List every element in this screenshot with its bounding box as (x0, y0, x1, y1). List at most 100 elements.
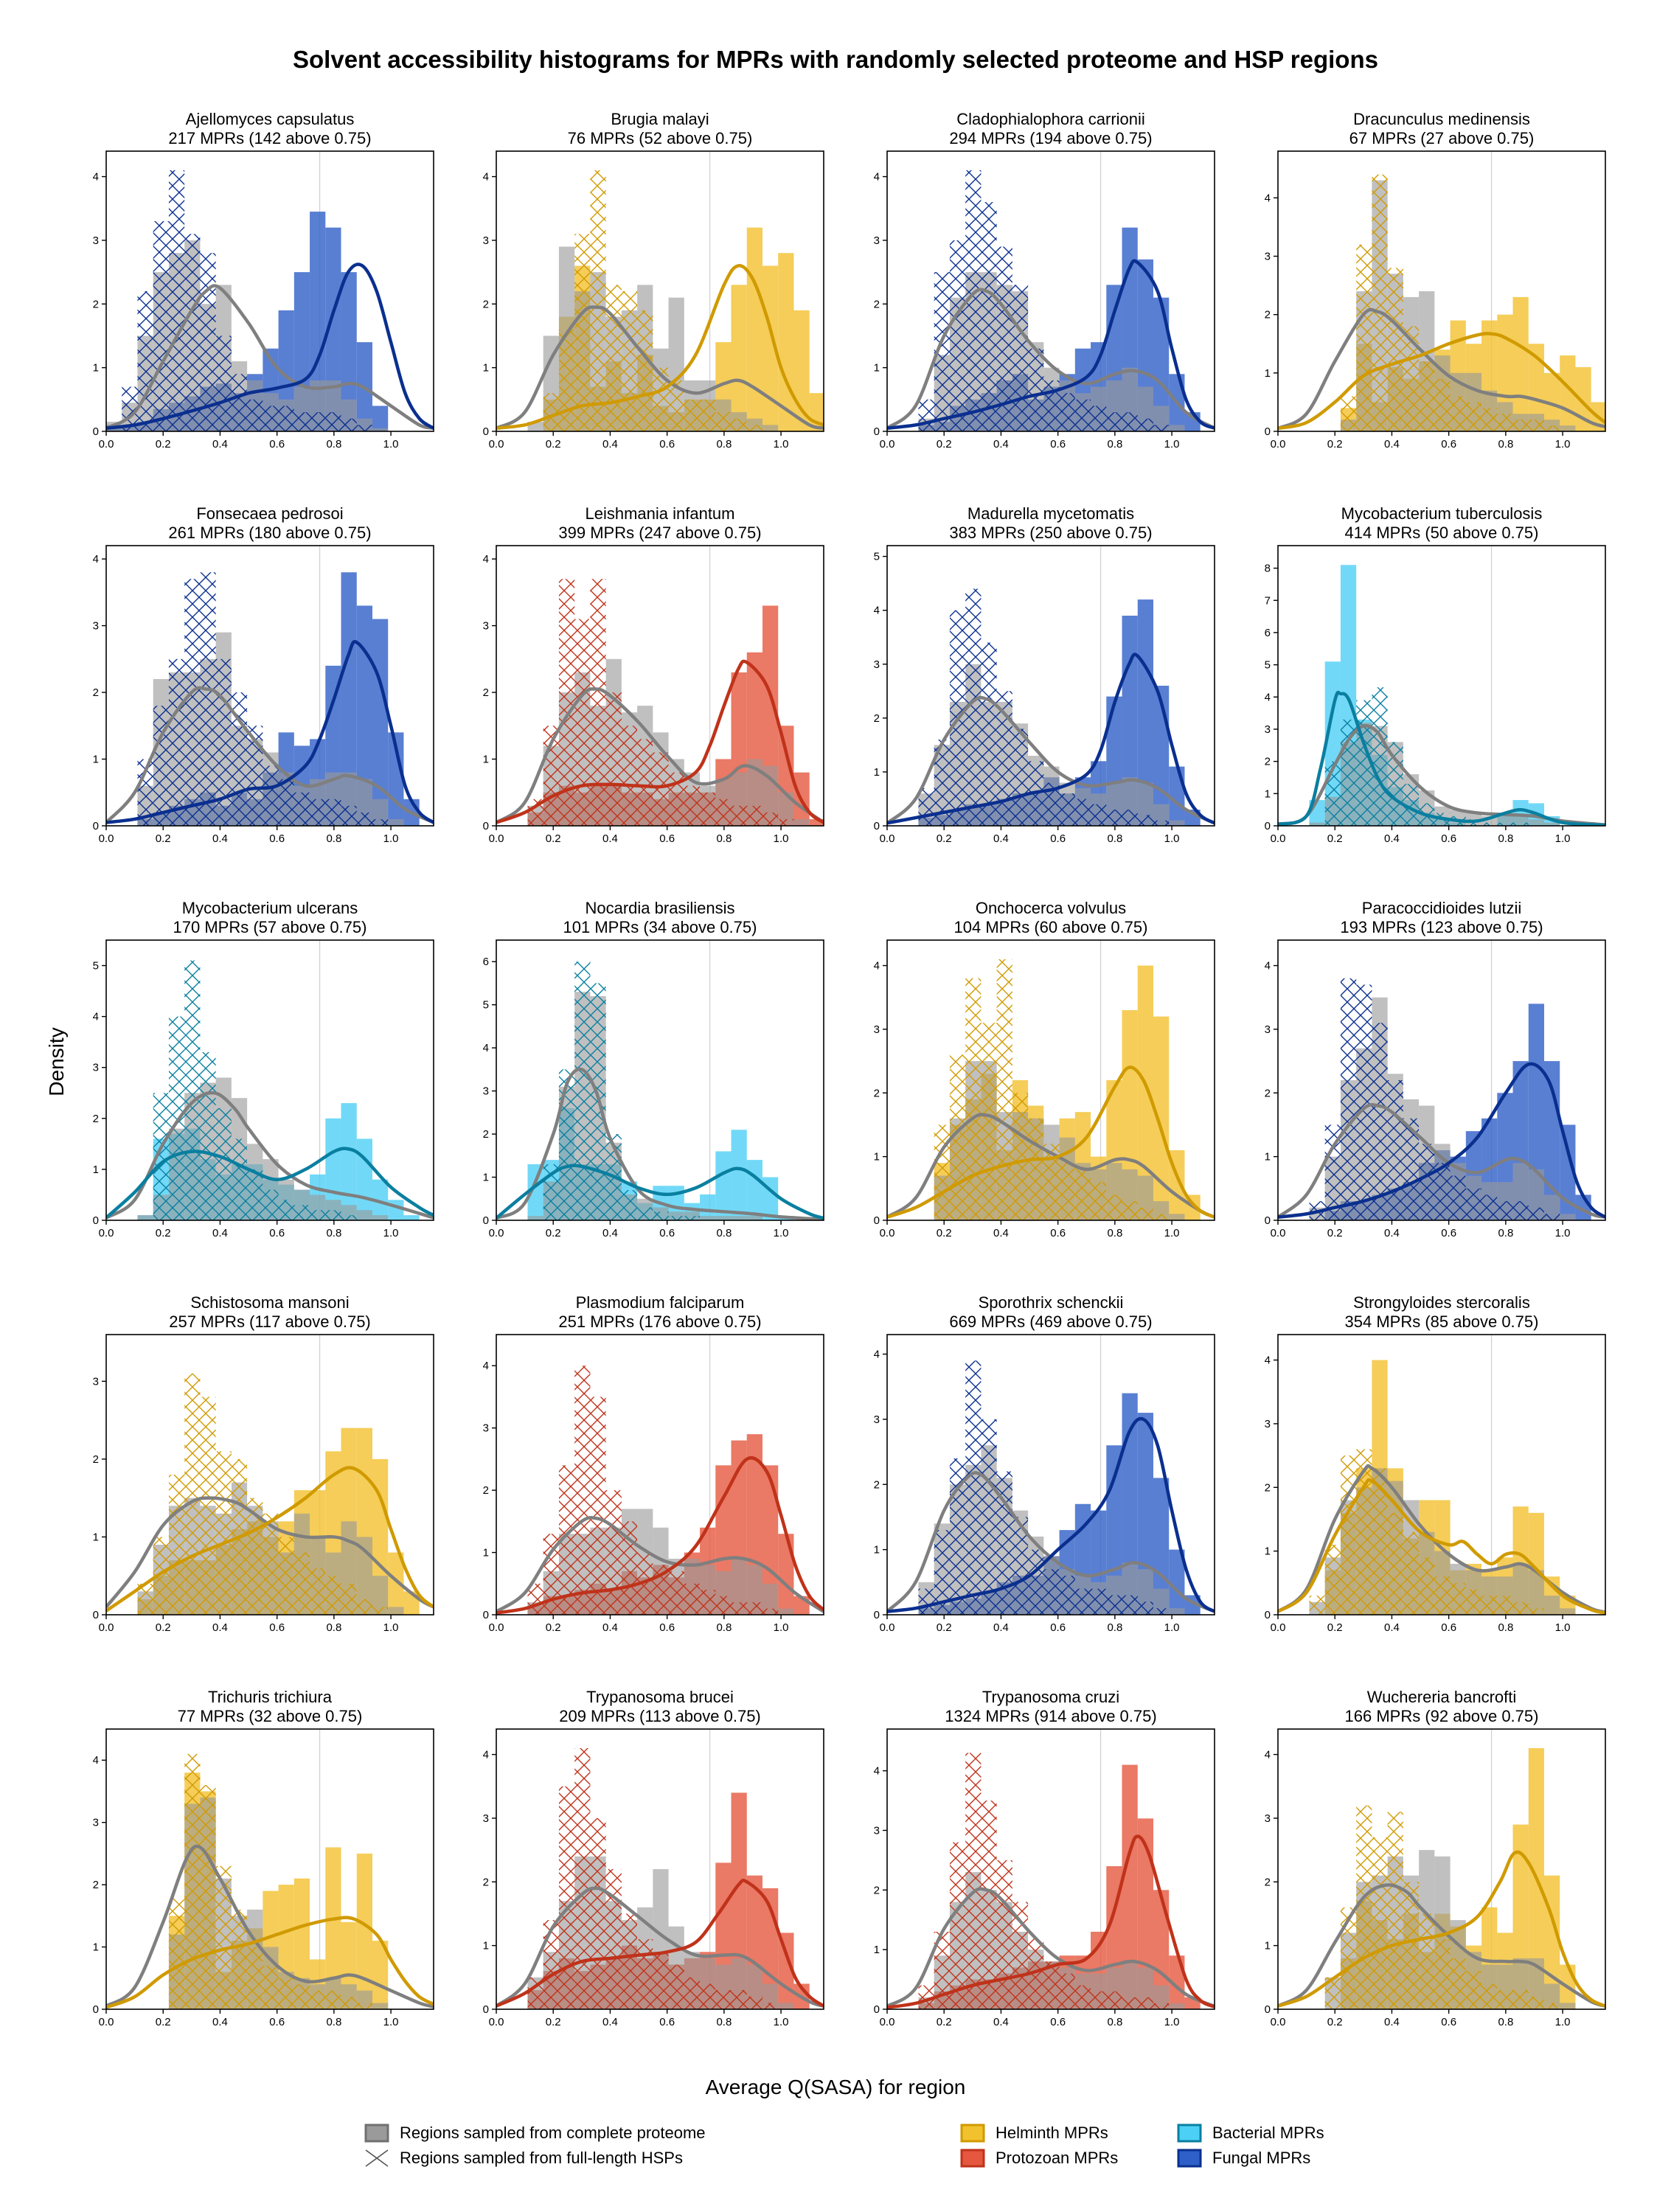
x-tick-label: 0.6 (1441, 438, 1456, 451)
mpr-bar (1543, 372, 1560, 431)
y-tick-label: 0 (483, 2003, 489, 2016)
mpr-bar (1137, 599, 1153, 826)
plot-area (1278, 1729, 1605, 2009)
hsp-bar (293, 792, 310, 826)
x-tick-label: 0.8 (1107, 2016, 1122, 2028)
hsp-bar (325, 1210, 341, 1220)
hsp-bar (1543, 425, 1560, 431)
x-tick-label: 1.0 (1555, 1227, 1571, 1239)
hsp-bar (715, 1596, 732, 1615)
hsp-bar (325, 1990, 341, 2009)
y-tick-label: 3 (93, 1817, 99, 1829)
hsp-bar (1153, 1608, 1170, 1615)
mpr-bar (715, 1151, 732, 1220)
hsp-bar (1028, 1549, 1044, 1615)
axes-frame (886, 1334, 1215, 1615)
y-tick-label: 5 (483, 999, 489, 1012)
x-tick-label: 0.2 (546, 832, 561, 845)
y-tick-label: 3 (1265, 723, 1271, 736)
hsp-bar (637, 1939, 653, 2009)
mpr-bar (310, 212, 326, 431)
hsp-bar (356, 1599, 372, 1615)
y-tick-label: 1 (874, 362, 880, 375)
x-tick-label: 0.8 (1498, 438, 1513, 451)
y-tick-label: 1 (93, 1164, 99, 1176)
x-tick-label: 0.0 (99, 1227, 114, 1239)
hsp-bar (778, 818, 794, 826)
proteome-bar (388, 818, 404, 826)
x-tick-label: 0.0 (489, 438, 504, 451)
hsp-bar (215, 1108, 232, 1220)
proteome-bar (778, 792, 794, 826)
y-tick-label: 3 (93, 1375, 99, 1388)
hsp-bar (1153, 425, 1170, 431)
x-tick-label: 0.4 (212, 2016, 228, 2028)
mpr-bar (325, 1118, 341, 1220)
hsp-bar (700, 1590, 716, 1615)
x-tick-label: 1.0 (1164, 2016, 1180, 2028)
y-tick-label: 2 (483, 686, 489, 699)
mpr-bar (762, 265, 779, 431)
hsp-bar (653, 1952, 669, 2009)
y-tick-label: 4 (1265, 1354, 1271, 1367)
legend-swatch-hsp (365, 2149, 389, 2167)
proteome-bar (137, 1215, 153, 1220)
x-tick-label: 0.6 (1441, 2016, 1456, 2028)
y-tick-label: 2 (874, 1087, 880, 1099)
x-tick-label: 0.6 (269, 1621, 285, 1634)
proteome-bar (793, 818, 810, 826)
hsp-bar (965, 170, 982, 431)
hsp-bar (1465, 1589, 1482, 1615)
panel-subtitle: 166 MPRs (92 above 0.75) (1345, 1707, 1539, 1725)
axes-frame (1277, 150, 1606, 432)
x-tick-label: 0.4 (1384, 2016, 1400, 2028)
hsp-bar (668, 380, 684, 431)
axes-frame (496, 150, 824, 432)
x-tick-label: 0.8 (326, 1621, 341, 1634)
panel-title: Trichuris trichiura (208, 1688, 333, 1706)
legend-label-bacterial: Bacterial MPRs (1212, 2124, 1324, 2142)
y-tick-label: 1 (483, 1172, 489, 1184)
x-tick-label: 0.2 (937, 438, 952, 451)
mpr-kde-line (887, 653, 1215, 825)
hsp-bar (1450, 396, 1466, 431)
mpr-bar (372, 406, 389, 431)
x-tick-label: 1.0 (383, 1621, 399, 1634)
mpr-bar (372, 1179, 389, 1220)
hsp-bar (1106, 1595, 1122, 1615)
hsp-bar (543, 393, 559, 431)
axes-frame (496, 939, 824, 1221)
axes-frame (1277, 939, 1606, 1221)
proteome-bar (1560, 425, 1576, 431)
y-tick-label: 0 (483, 820, 489, 832)
proteome-bar (762, 1583, 779, 1615)
mpr-kde-line (496, 1164, 824, 1220)
y-tick-label: 0 (1265, 1609, 1271, 1621)
hsp-bar (668, 1964, 684, 2009)
y-tick-label: 3 (874, 1023, 880, 1036)
mpr-kde-line (1278, 1062, 1605, 1219)
y-tick-label: 2 (1265, 1087, 1271, 1099)
mpr-kde-line (1278, 332, 1605, 431)
mpr-bar (1528, 344, 1544, 431)
mpr-kde-line (106, 1466, 434, 1613)
y-tick-label: 1 (483, 754, 489, 766)
hsp-bar (1419, 361, 1435, 431)
x-tick-label: 0.2 (546, 438, 561, 451)
x-tick-label: 1.0 (1164, 438, 1180, 451)
hsp-bar (372, 818, 389, 826)
hsp-bar (590, 1397, 606, 1615)
hsp-bar (1543, 2003, 1560, 2009)
y-tick-label: 4 (874, 605, 880, 617)
x-tick-label: 0.4 (602, 832, 618, 845)
plot-area (106, 940, 434, 1220)
y-tick-label: 0 (483, 1609, 489, 1621)
legend-swatch-proteome (364, 2124, 389, 2143)
hsp-bar (1091, 1588, 1107, 1615)
x-tick-label: 0.6 (1441, 1227, 1456, 1239)
x-tick-label: 0.2 (546, 1227, 561, 1239)
mpr-kde-line (106, 1916, 434, 2009)
